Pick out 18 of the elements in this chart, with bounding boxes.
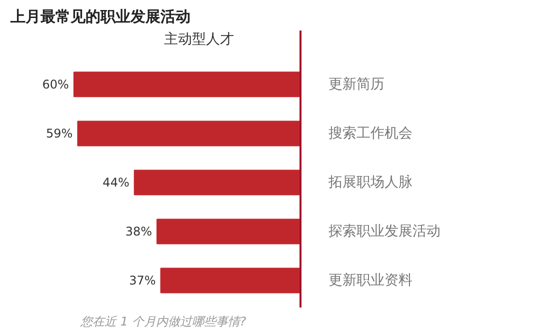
y-tick-label: 探索职业发展活动 — [328, 224, 440, 240]
y-tick-label: 更新职业资料 — [328, 272, 412, 289]
data-label: 44% — [102, 175, 130, 190]
y-tick-label: 更新简历 — [328, 76, 384, 92]
chart-subtitle: 主动型人才 — [164, 32, 234, 48]
bar — [77, 120, 300, 146]
bar — [156, 218, 300, 244]
bar — [73, 72, 300, 98]
data-label: 38% — [125, 224, 152, 239]
y-tick-label: 拓展职场人脉 — [328, 174, 412, 190]
bar — [134, 170, 300, 196]
data-label: 37% — [129, 274, 156, 288]
data-label: 60% — [42, 77, 69, 92]
chart-title: 上月最常见的职业发展活动 — [10, 8, 190, 26]
y-tick-label: 搜索工作机会 — [328, 125, 412, 142]
text: 您在近 1 个月内做过哪些事情? — [80, 314, 247, 328]
data-label: 59% — [46, 126, 73, 140]
bar — [160, 268, 300, 294]
